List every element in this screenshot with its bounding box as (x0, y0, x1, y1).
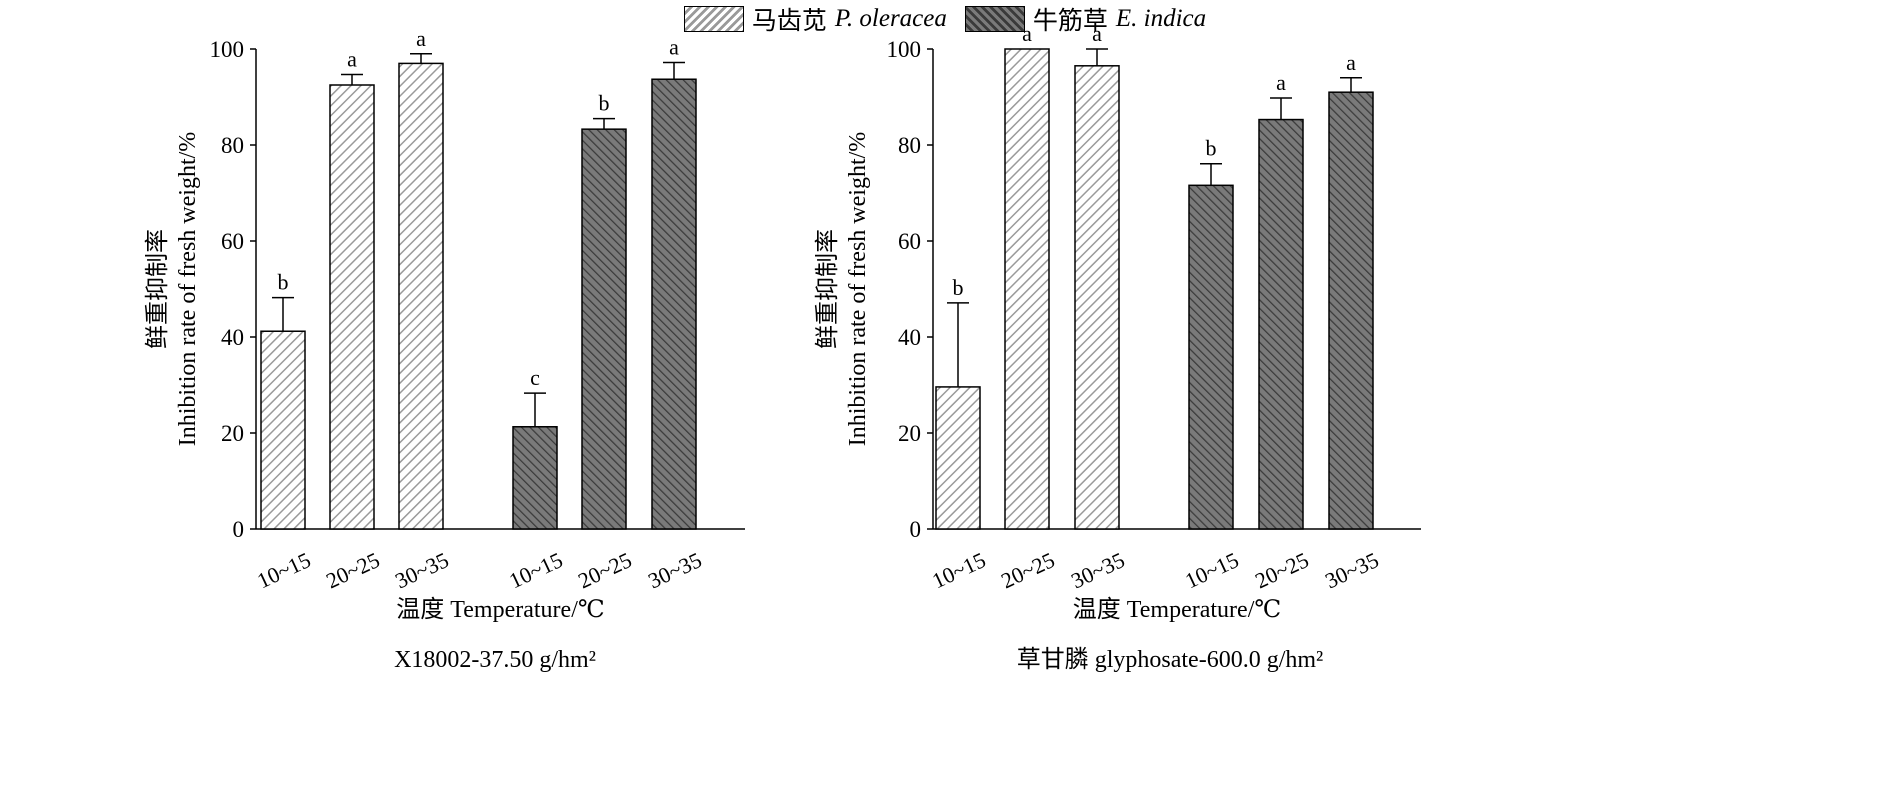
bar (651, 78, 697, 530)
legend-label-cn: 马齿苋 (751, 8, 827, 35)
panel-title: X18002-37.50 g/hm² (394, 647, 596, 673)
y-axis-label: Inhibition rate of fresh weight/% (845, 132, 871, 447)
significance-letter: a (347, 46, 357, 71)
x-axis-label: 温度 Temperature/℃ (396, 596, 604, 623)
x-tick-label: 20~25 (1251, 547, 1312, 593)
y-tick-label: 20 (221, 421, 244, 446)
x-tick-label: 20~25 (574, 547, 635, 593)
y-tick-label: 0 (910, 517, 922, 542)
significance-letter: b (278, 270, 289, 295)
x-tick-label: 10~15 (505, 547, 566, 593)
legend-label-cn: 牛筋草 (1032, 8, 1108, 35)
x-axis-label: 温度 Temperature/℃ (1073, 596, 1281, 623)
x-tick-label: 30~35 (1321, 547, 1382, 593)
x-tick-label: 30~35 (644, 547, 705, 593)
significance-letter: a (416, 26, 426, 51)
x-tick-label: 30~35 (391, 547, 452, 593)
x-tick-label: 20~25 (997, 547, 1058, 593)
significance-letter: b (1206, 136, 1217, 161)
x-tick-label: 10~15 (928, 547, 989, 593)
y-tick-label: 40 (221, 325, 244, 350)
legend-item-e-indica: 牛筋草 E. indica (964, 1, 1207, 37)
chart-panel-2: 0 20 40 60 80 100 鲜重抑制率 Inhibition rate of fres… (814, 21, 1421, 673)
bar (1004, 48, 1050, 530)
legend-label-latin: P. oleracea (834, 5, 947, 32)
y-tick-label: 40 (898, 325, 921, 350)
y-tick-label: 60 (898, 229, 921, 254)
bar (1328, 91, 1374, 530)
x-tick-label: 10~15 (1181, 547, 1242, 593)
x-tick-label: 10~15 (253, 547, 314, 593)
significance-letter: a (1092, 21, 1102, 46)
x-tick-label: 20~25 (322, 547, 383, 593)
panel-title: 草甘膦 glyphosate-600.0 g/hm² (1017, 646, 1324, 673)
y-tick-label: 100 (210, 37, 245, 62)
bar (329, 84, 375, 530)
bar (1258, 118, 1304, 530)
y-tick-label: 80 (221, 133, 244, 158)
y-axis-label-cn: 鲜重抑制率 (814, 229, 841, 349)
legend-item-p-oleracea: 马齿苋 P. oleracea (683, 1, 947, 37)
y-tick-label: 0 (233, 517, 245, 542)
y-axis-label-cn: 鲜重抑制率 (144, 229, 171, 349)
y-tick-label: 80 (898, 133, 921, 158)
significance-letter: a (1346, 50, 1356, 75)
significance-letter: c (530, 365, 540, 390)
bar (1188, 184, 1234, 530)
bar (935, 386, 981, 530)
x-tick-label: 30~35 (1067, 547, 1128, 593)
significance-letter: a (669, 34, 679, 59)
legend: 马齿苋 P. oleracea 牛筋草 E. indica (0, 2, 1890, 36)
bar (260, 330, 306, 530)
significance-letter: a (1022, 21, 1032, 46)
bar (398, 62, 444, 530)
significance-letter: b (599, 91, 610, 116)
significance-letter: b (953, 275, 964, 300)
y-tick-label: 100 (887, 37, 922, 62)
legend-swatch-light-hatch (683, 6, 744, 32)
y-tick-label: 20 (898, 421, 921, 446)
y-tick-label: 60 (221, 229, 244, 254)
chart-panel-1: 0 20 40 60 80 100 鲜重抑制率 Inhibition rate of fres… (144, 26, 745, 673)
bar (1074, 65, 1120, 530)
legend-swatch-dark-hatch (964, 6, 1025, 32)
legend-label-latin: E. indica (1115, 5, 1207, 32)
bar (512, 426, 558, 530)
bar (581, 128, 627, 530)
significance-letter: a (1276, 70, 1286, 95)
y-axis-label: Inhibition rate of fresh weight/% (175, 132, 201, 447)
